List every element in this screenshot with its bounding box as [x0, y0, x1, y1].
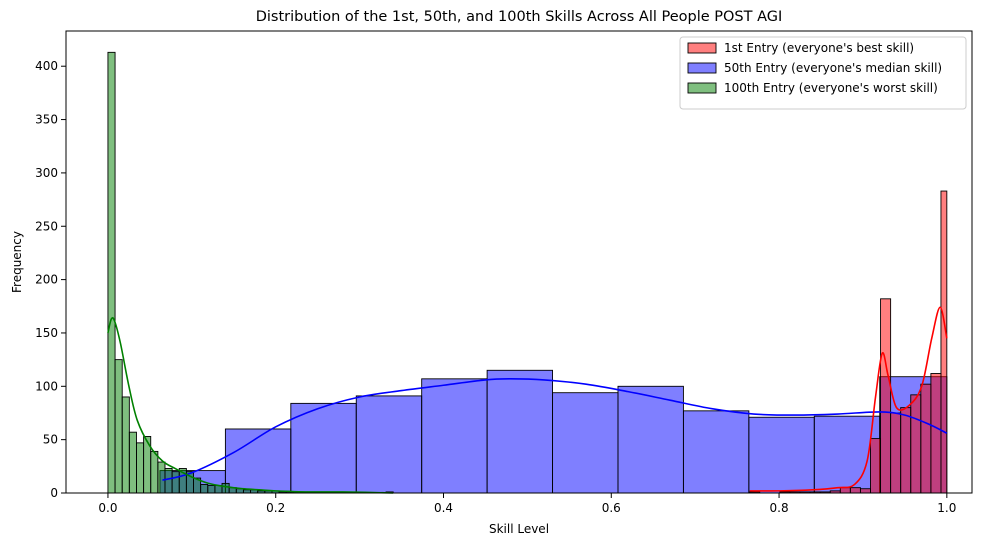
- histogram-bar: [813, 415, 881, 494]
- histogram-bar: [157, 461, 166, 494]
- histogram-bar: [900, 407, 912, 494]
- legend-swatch: [687, 82, 717, 94]
- x-tick-label: 0.2: [266, 501, 285, 515]
- histogram-bar: [880, 298, 892, 494]
- legend-label: 1st Entry (everyone's best skill): [724, 41, 914, 55]
- y-tick-label: 300: [35, 166, 58, 180]
- histogram-bar: [121, 396, 130, 494]
- y-tick-label: 150: [35, 326, 58, 340]
- x-tick-label: 0.8: [770, 501, 789, 515]
- legend-swatch: [687, 62, 717, 74]
- legend-frame: [679, 36, 967, 110]
- legend-entry: 100th Entry (everyone's worst skill): [687, 81, 938, 95]
- x-tick-label: 0.4: [434, 501, 453, 515]
- histogram-bar: [290, 402, 357, 494]
- legend-entry: 1st Entry (everyone's best skill): [687, 41, 914, 55]
- legend-label: 50th Entry (everyone's median skill): [724, 61, 942, 75]
- histogram-bar: [849, 487, 861, 494]
- legend-label: 100th Entry (everyone's worst skill): [724, 81, 938, 95]
- series-2-bars: [749, 190, 948, 494]
- histogram-bar: [870, 438, 882, 494]
- histogram-bar: [920, 383, 932, 494]
- histogram-bar: [355, 395, 423, 494]
- histogram-bar: [910, 394, 922, 494]
- histogram-bar: [224, 428, 292, 494]
- y-axis-ticks: 0 50 100 150 200 250 300 350 400: [35, 59, 66, 500]
- legend-swatch: [687, 42, 717, 54]
- series-1-bars: [159, 369, 948, 494]
- histogram-bar: [682, 410, 750, 494]
- chart-title: Distribution of the 1st, 50th, and 100th…: [256, 9, 783, 25]
- histogram-bar: [940, 190, 948, 494]
- histogram-bar: [171, 471, 180, 494]
- y-tick-label: 250: [35, 219, 58, 233]
- histogram-bar: [839, 487, 851, 494]
- y-tick-label: 50: [43, 433, 58, 447]
- histogram-bar: [890, 412, 902, 494]
- histogram-bar: [200, 484, 209, 494]
- histogram-bar: [207, 485, 216, 494]
- plot-frame: [65, 30, 973, 494]
- y-tick-label: 400: [35, 59, 58, 73]
- series-2-kde-line: [749, 306, 948, 492]
- histogram-bar: [617, 385, 684, 494]
- x-axis-label: Skill Level: [489, 522, 549, 536]
- y-tick-label: 200: [35, 273, 58, 287]
- legend-entry: 50th Entry (everyone's median skill): [687, 61, 942, 75]
- histogram-bar: [107, 51, 116, 494]
- legend: 1st Entry (everyone's best skill) 50th En…: [679, 36, 967, 110]
- histogram-bar: [859, 488, 871, 494]
- y-tick-label: 0: [50, 486, 58, 500]
- histogram-bar: [114, 359, 123, 494]
- histogram-bar: [930, 373, 942, 494]
- y-axis-label: Frequency: [10, 231, 24, 293]
- series-1-kde-line: [162, 378, 948, 481]
- plot-area: [107, 51, 948, 494]
- histogram-bar: [128, 431, 137, 494]
- x-tick-label: 1.0: [937, 501, 956, 515]
- series-3-kde-line: [107, 317, 394, 494]
- histogram-bar: [421, 378, 488, 494]
- y-tick-label: 350: [35, 113, 58, 127]
- histogram-bar: [748, 416, 815, 494]
- histogram-bar: [164, 468, 173, 494]
- y-tick-label: 100: [35, 379, 58, 393]
- x-axis-ticks: 0.0 0.2 0.4 0.6 0.8 1.0: [98, 493, 956, 515]
- histogram-bar: [136, 442, 145, 494]
- histogram-bar: [552, 392, 619, 494]
- histogram-bar: [150, 450, 159, 494]
- x-tick-label: 0.0: [98, 501, 117, 515]
- histogram-bar: [221, 482, 230, 494]
- histogram-bar: [486, 369, 553, 494]
- x-tick-label: 0.6: [602, 501, 621, 515]
